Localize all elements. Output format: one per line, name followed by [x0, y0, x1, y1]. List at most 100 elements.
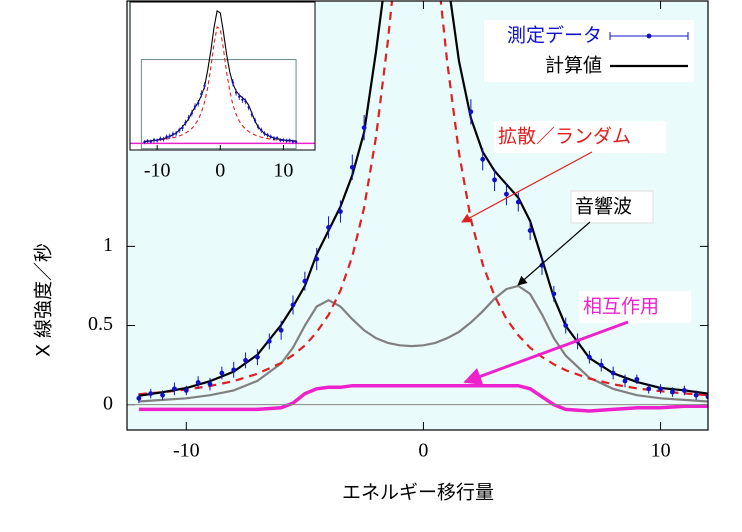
y-axis-label: X 線強度／秒 [33, 243, 55, 357]
legend-label: 測定データ [507, 25, 602, 47]
inset-point [231, 81, 235, 84]
data-point [587, 354, 592, 360]
data-point [598, 362, 604, 368]
data-point [172, 386, 177, 392]
data-point [492, 177, 497, 183]
inset-x-tick-label: -10 [144, 160, 171, 182]
data-point [136, 395, 142, 401]
data-point [539, 262, 545, 268]
inset-point [256, 125, 260, 129]
inset-point [146, 139, 149, 143]
inset-point [155, 139, 159, 142]
data-point [670, 389, 675, 395]
data-point [610, 370, 616, 376]
inset-point [149, 140, 153, 143]
data-point [551, 291, 557, 297]
inset-point [190, 111, 194, 115]
data-point [338, 209, 343, 214]
annotation-arrow [463, 320, 629, 385]
data-point [349, 164, 355, 170]
inset-point [294, 140, 298, 143]
data-point [302, 278, 308, 284]
inset-point [244, 100, 247, 103]
x-tick-label: 0 [418, 440, 428, 462]
inset-point [184, 121, 187, 124]
inset-point [162, 137, 165, 141]
inset-point [238, 95, 241, 98]
data-point [326, 224, 331, 230]
data-point [622, 378, 628, 384]
inset-point [181, 126, 184, 130]
annotation-bg [494, 121, 666, 153]
data-point [148, 391, 154, 396]
data-point [504, 191, 509, 197]
inset-point [253, 119, 257, 122]
x-tick-label: 10 [651, 440, 671, 462]
inset-point [269, 135, 273, 139]
inset-point [250, 113, 254, 116]
inset-x-tick-label: 0 [215, 160, 225, 182]
annotation-arrow [517, 221, 591, 286]
legend-bg [484, 20, 694, 82]
data-point [563, 323, 569, 328]
data-point [314, 256, 320, 262]
inset-point [266, 134, 269, 137]
legend-label: 計算値 [545, 55, 602, 77]
data-point [243, 357, 248, 363]
data-point [195, 380, 201, 385]
data-point [219, 370, 225, 376]
data-point [278, 327, 284, 333]
annotation: 相互作用 [583, 296, 659, 318]
y-tick-label: 1 [103, 234, 113, 256]
annotation: 音響波 [575, 196, 632, 218]
data-point [290, 302, 296, 308]
y-tick-label: 0.5 [88, 313, 113, 335]
x-tick-label: -10 [173, 440, 200, 462]
inset-point [260, 129, 263, 132]
annotation-bg [579, 291, 691, 323]
inset-layer [130, 10, 315, 150]
annotation-arrow [461, 151, 593, 223]
data-point [183, 388, 189, 393]
inset-point [288, 139, 291, 142]
inset-point [263, 132, 266, 135]
data-point [658, 386, 663, 392]
data-point [515, 199, 521, 205]
data-point [634, 376, 640, 382]
data-point [646, 386, 652, 392]
data-point [255, 354, 260, 360]
data-point [160, 392, 165, 398]
inset-point [279, 138, 282, 142]
inset-point [275, 136, 279, 140]
inset-point [241, 98, 244, 101]
plot-layer [136, 1, 708, 413]
inset-point [171, 133, 175, 136]
y-tick-label: 0 [103, 392, 113, 414]
inset-view-box [140, 59, 297, 150]
inset-point [178, 129, 181, 132]
inset-point [193, 105, 197, 108]
data-point [480, 156, 486, 162]
inset-frame [129, 1, 316, 151]
inset-point [165, 135, 168, 139]
data-point [207, 381, 213, 387]
data-point [266, 338, 272, 344]
annotation: 拡散／ランダム [498, 126, 631, 148]
data-point [468, 109, 474, 115]
inset-point [174, 132, 178, 135]
inset-point [168, 134, 171, 138]
inset-point [152, 138, 156, 142]
series-line [138, 383, 708, 413]
data-point [231, 367, 237, 373]
inset-point [200, 92, 203, 96]
legend-sample [646, 33, 652, 39]
data-point [527, 228, 533, 233]
series-line [144, 26, 297, 142]
inset-point [196, 102, 200, 105]
inset-point [247, 106, 250, 109]
data-point [681, 388, 687, 393]
inset-point [272, 137, 276, 140]
inset-point [234, 91, 238, 94]
inset-point [285, 139, 288, 142]
